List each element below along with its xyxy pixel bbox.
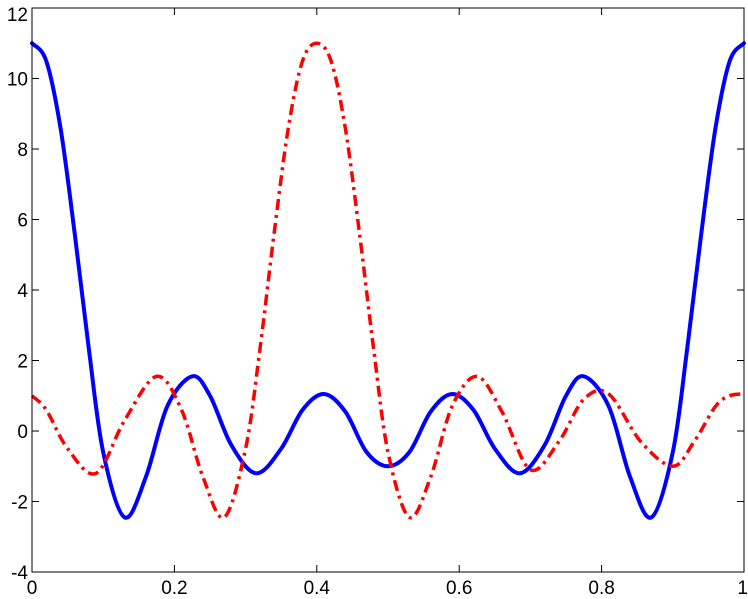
y-tick-label: 6 bbox=[17, 211, 28, 232]
y-tick-label: 12 bbox=[7, 5, 28, 26]
series-line-1 bbox=[30, 41, 746, 520]
x-tick-label: 1 bbox=[737, 578, 748, 599]
y-tick-label: 10 bbox=[7, 70, 28, 91]
y-tick-label: -2 bbox=[11, 493, 28, 514]
y-tick-label: 8 bbox=[17, 140, 28, 161]
y-tick-label: 4 bbox=[17, 281, 28, 302]
x-tick-label: 0.6 bbox=[446, 578, 472, 599]
x-tick-label: 0.8 bbox=[588, 578, 614, 599]
axis-ticks bbox=[31, 7, 745, 573]
plot-frame bbox=[31, 7, 745, 573]
plot-curves bbox=[30, 41, 746, 520]
y-tick-labels: -4 -2 0 2 4 6 8 10 12 bbox=[7, 5, 29, 584]
y-tick-label: -4 bbox=[11, 563, 28, 584]
series-line-2 bbox=[30, 41, 745, 520]
x-tick-label: 0.4 bbox=[304, 578, 331, 599]
x-tick-label: 0 bbox=[27, 578, 38, 599]
y-tick-label: 0 bbox=[17, 422, 28, 443]
x-tick-label: 0.2 bbox=[161, 578, 187, 599]
y-tick-label: 2 bbox=[17, 352, 28, 373]
x-tick-labels: 0 0.2 0.4 0.6 0.8 1 bbox=[27, 578, 748, 599]
